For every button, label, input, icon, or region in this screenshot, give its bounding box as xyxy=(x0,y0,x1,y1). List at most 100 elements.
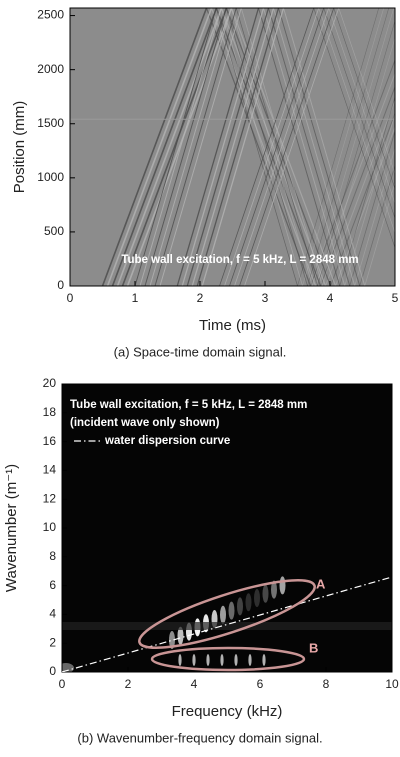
y-tick-label: 20 xyxy=(43,376,57,390)
wave-stripe xyxy=(220,8,327,286)
wave-stripe xyxy=(325,98,395,286)
x-tick-label: 0 xyxy=(67,291,74,305)
heatmap-texture xyxy=(70,8,395,286)
energy-blob xyxy=(271,580,277,599)
y-tick-label: 10 xyxy=(43,520,57,534)
spectrum-texture xyxy=(62,576,392,672)
wave-stripe xyxy=(354,146,395,286)
y-tick-label: 2 xyxy=(49,635,56,649)
x-axis-title: Time (ms) xyxy=(199,317,266,334)
energy-blob xyxy=(177,626,184,645)
wave-stripe xyxy=(219,8,315,286)
wave-stripe xyxy=(181,8,265,286)
annotation: Tube wall excitation, f = 5 kHz, L = 284… xyxy=(70,399,307,411)
energy-blob xyxy=(206,654,210,666)
energy-blob xyxy=(220,605,226,624)
x-tick-label: 4 xyxy=(327,291,334,305)
plot-frame xyxy=(61,383,393,673)
x-tick-label: 5 xyxy=(392,291,399,305)
x-tick-label: 2 xyxy=(125,677,132,691)
wave-stripe xyxy=(268,8,351,286)
wave-stripe xyxy=(313,8,395,249)
wave-stripe xyxy=(126,8,233,286)
wave-stripe xyxy=(302,8,385,286)
wave-stripe xyxy=(106,8,213,286)
energy-blob xyxy=(228,601,235,620)
wave-stripe xyxy=(323,8,395,220)
energy-blob xyxy=(220,654,224,666)
x-axis-title: Frequency (kHz) xyxy=(172,703,283,720)
region-outline xyxy=(150,646,306,672)
energy-blob xyxy=(279,576,286,595)
wave-stripe xyxy=(283,8,366,286)
wave-stripe xyxy=(333,8,395,190)
energy-blob xyxy=(62,663,74,672)
wave-stripe xyxy=(364,181,395,286)
wave-stripe xyxy=(205,8,312,286)
region-label: B xyxy=(309,640,318,655)
energy-blob xyxy=(262,654,266,666)
wave-stripe xyxy=(220,8,303,286)
wave-stripe xyxy=(116,8,223,286)
wave-stripe xyxy=(210,8,317,286)
wave-stripe xyxy=(134,8,217,286)
wave-stripe xyxy=(149,8,232,286)
y-tick-label: 2500 xyxy=(37,8,64,22)
wave-stripe xyxy=(196,8,280,286)
y-tick-label: 1500 xyxy=(37,116,64,130)
wave-stripe xyxy=(159,8,242,286)
y-tick-label: 16 xyxy=(43,434,57,448)
y-tick-label: 14 xyxy=(43,463,57,477)
wave-stripe xyxy=(330,112,395,286)
caption: (b) Wavenumber-frequency domain signal. xyxy=(77,730,322,745)
x-tick-label: 8 xyxy=(323,677,330,691)
wave-stripe xyxy=(239,8,335,286)
wave-stripe xyxy=(273,8,356,286)
x-tick-label: 10 xyxy=(385,677,399,691)
y-tick-label: 18 xyxy=(43,405,57,419)
y-axis-title: Wavenumber (m⁻¹) xyxy=(3,464,20,592)
caption: (a) Space-time domain signal. xyxy=(114,344,287,359)
y-tick-label: 500 xyxy=(44,224,64,238)
wave-stripe xyxy=(234,8,330,286)
wave-stripe xyxy=(215,8,298,286)
x-tick-label: 6 xyxy=(257,677,264,691)
wave-stripe xyxy=(258,8,341,286)
annotation: Tube wall excitation, f = 5 kHz, L = 284… xyxy=(121,254,358,266)
energy-blob xyxy=(254,589,260,607)
wave-stripe xyxy=(224,8,320,286)
plot-frame xyxy=(69,7,396,287)
energy-blob xyxy=(237,597,243,616)
wave-stripe xyxy=(338,8,395,175)
region-outline xyxy=(138,579,316,649)
dispersion-curve xyxy=(62,576,392,672)
wave-stripe xyxy=(328,8,395,205)
wave-stripe xyxy=(278,8,361,286)
wave-stripe xyxy=(315,72,395,286)
energy-blob xyxy=(234,654,238,666)
y-tick-label: 4 xyxy=(49,607,56,621)
energy-blob xyxy=(169,631,175,649)
y-tick-label: 6 xyxy=(49,578,56,592)
y-tick-label: 8 xyxy=(49,549,56,563)
y-tick-label: 0 xyxy=(49,664,56,678)
wave-stripe xyxy=(229,8,325,286)
noise-band xyxy=(62,622,392,630)
wave-stripe xyxy=(225,8,332,286)
x-tick-label: 0 xyxy=(59,677,66,691)
legend-label: water dispersion curve xyxy=(104,435,230,447)
x-tick-label: 4 xyxy=(191,677,198,691)
energy-blob xyxy=(178,654,182,666)
wave-stripe xyxy=(201,8,285,286)
annotation: (incident wave only shown) xyxy=(70,417,220,429)
wave-stripe xyxy=(297,8,380,286)
wave-stripe xyxy=(215,8,322,286)
y-tick-label: 12 xyxy=(43,491,57,505)
wave-stripe xyxy=(263,8,346,286)
wave-stripe xyxy=(186,8,270,286)
wave-stripe xyxy=(335,125,395,286)
x-tick-label: 1 xyxy=(132,291,139,305)
x-tick-label: 3 xyxy=(262,291,269,305)
y-tick-label: 1000 xyxy=(37,170,64,184)
